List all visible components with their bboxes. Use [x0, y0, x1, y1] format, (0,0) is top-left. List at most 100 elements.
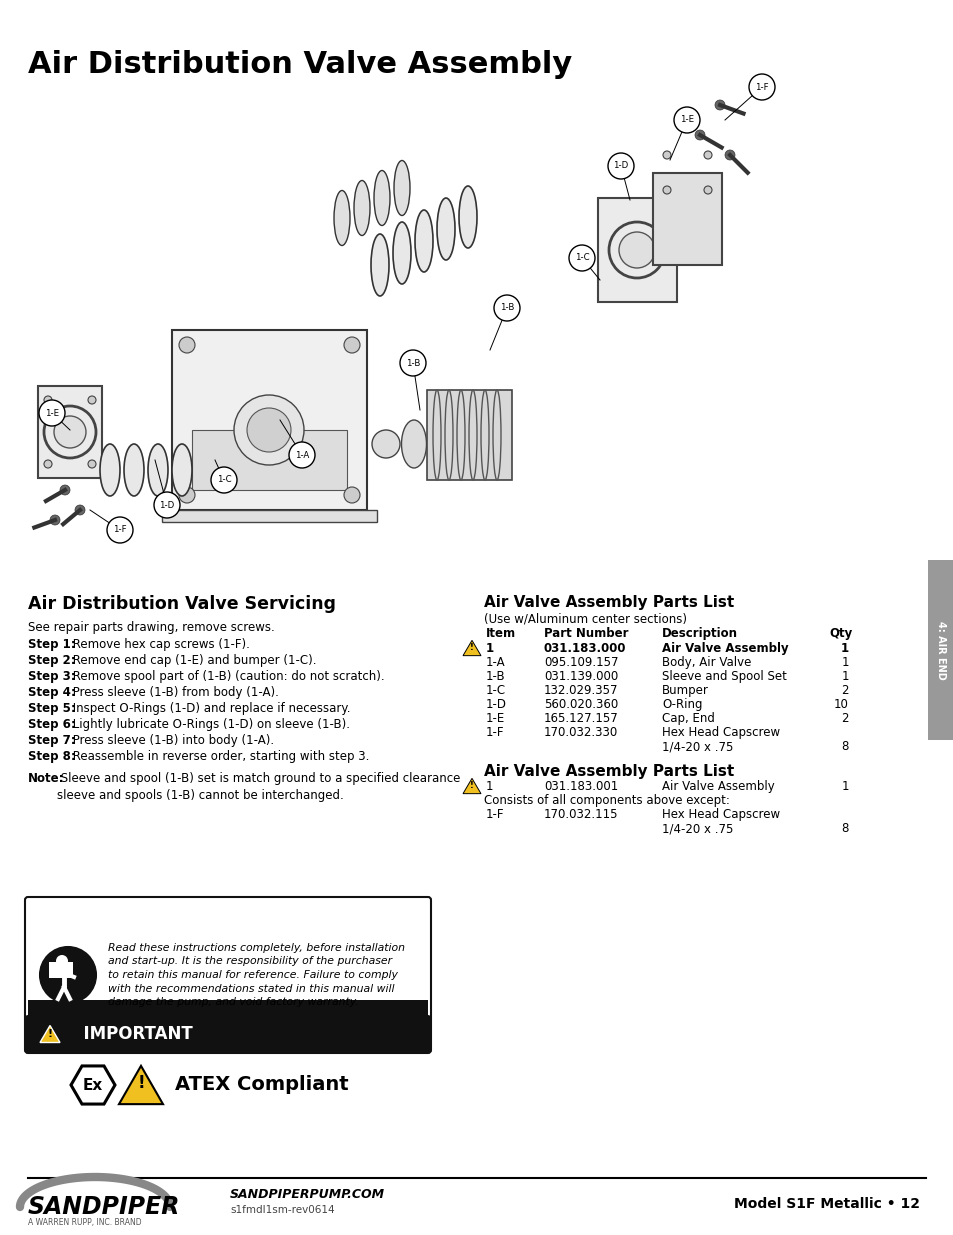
- Circle shape: [107, 517, 132, 543]
- Circle shape: [289, 442, 314, 468]
- Text: 095.109.157: 095.109.157: [543, 656, 618, 669]
- Ellipse shape: [415, 210, 433, 272]
- Text: 1-F: 1-F: [485, 726, 504, 739]
- Ellipse shape: [100, 445, 120, 496]
- Text: 8: 8: [841, 740, 848, 753]
- FancyBboxPatch shape: [25, 897, 431, 1053]
- Text: Press sleeve (1-B) into body (1-A).: Press sleeve (1-B) into body (1-A).: [69, 734, 274, 747]
- Circle shape: [40, 947, 96, 1003]
- Text: 10: 10: [833, 698, 848, 711]
- Text: Air Valve Assembly Parts List: Air Valve Assembly Parts List: [483, 595, 734, 610]
- Ellipse shape: [172, 445, 192, 496]
- Circle shape: [344, 337, 359, 353]
- Text: Step 2:: Step 2:: [28, 655, 75, 667]
- Text: Item: Item: [485, 627, 516, 640]
- Text: Step 5:: Step 5:: [28, 701, 75, 715]
- Text: Description: Description: [661, 627, 738, 640]
- Text: A WARREN RUPP, INC. BRAND: A WARREN RUPP, INC. BRAND: [28, 1218, 141, 1228]
- FancyBboxPatch shape: [49, 962, 73, 978]
- Circle shape: [618, 232, 655, 268]
- Circle shape: [695, 130, 704, 140]
- Circle shape: [75, 505, 85, 515]
- Text: 1: 1: [485, 781, 493, 793]
- Text: 1-F: 1-F: [113, 526, 127, 535]
- Text: Inspect O-Rings (1-D) and replace if necessary.: Inspect O-Rings (1-D) and replace if nec…: [69, 701, 350, 715]
- Text: !: !: [470, 643, 474, 652]
- Text: 1/4-20 x .75: 1/4-20 x .75: [661, 740, 733, 753]
- FancyBboxPatch shape: [162, 510, 376, 522]
- Circle shape: [724, 149, 734, 161]
- Text: Read these instructions completely, before installation
and start-up. It is the : Read these instructions completely, befo…: [108, 942, 405, 1008]
- Text: 1-E: 1-E: [45, 409, 59, 417]
- Text: Model S1F Metallic • 12: Model S1F Metallic • 12: [733, 1197, 919, 1212]
- Text: 170.032.330: 170.032.330: [543, 726, 618, 739]
- Circle shape: [399, 350, 426, 375]
- Text: Sleeve and Spool Set: Sleeve and Spool Set: [661, 671, 786, 683]
- Polygon shape: [462, 641, 480, 656]
- Text: IMPORTANT: IMPORTANT: [71, 1025, 193, 1044]
- Circle shape: [44, 396, 52, 404]
- Ellipse shape: [124, 445, 144, 496]
- Circle shape: [50, 515, 60, 525]
- Text: Air Valve Assembly Parts List: Air Valve Assembly Parts List: [483, 764, 734, 779]
- Text: 1-C: 1-C: [485, 684, 506, 697]
- Text: 1: 1: [841, 781, 848, 793]
- Circle shape: [494, 295, 519, 321]
- Circle shape: [748, 74, 774, 100]
- Ellipse shape: [393, 222, 411, 284]
- Text: 1: 1: [841, 671, 848, 683]
- Circle shape: [54, 416, 86, 448]
- Text: O-Ring: O-Ring: [661, 698, 701, 711]
- Text: 1: 1: [841, 656, 848, 669]
- Text: Step 3:: Step 3:: [28, 671, 75, 683]
- Circle shape: [247, 408, 291, 452]
- Text: Step 6:: Step 6:: [28, 718, 75, 731]
- Polygon shape: [40, 1025, 60, 1042]
- Text: 170.032.115: 170.032.115: [543, 808, 618, 821]
- Text: 1/4-20 x .75: 1/4-20 x .75: [661, 823, 733, 835]
- Text: (Use w/Aluminum center sections): (Use w/Aluminum center sections): [483, 613, 686, 625]
- Text: 132.029.357: 132.029.357: [543, 684, 618, 697]
- Text: SANDPIPERPUMP.COM: SANDPIPERPUMP.COM: [230, 1188, 385, 1200]
- Circle shape: [153, 492, 180, 517]
- Circle shape: [703, 186, 711, 194]
- Ellipse shape: [458, 186, 476, 248]
- Ellipse shape: [394, 161, 410, 215]
- Ellipse shape: [334, 190, 350, 246]
- Text: !: !: [470, 782, 474, 790]
- FancyBboxPatch shape: [598, 198, 677, 303]
- Circle shape: [179, 337, 194, 353]
- Ellipse shape: [372, 430, 399, 458]
- Text: 1-D: 1-D: [613, 162, 628, 170]
- Bar: [28, 1000, 428, 1018]
- Text: Lightly lubricate O-Rings (1-D) on sleeve (1-B).: Lightly lubricate O-Rings (1-D) on sleev…: [69, 718, 349, 731]
- Text: Hex Head Capscrew: Hex Head Capscrew: [661, 726, 780, 739]
- FancyBboxPatch shape: [427, 390, 512, 480]
- Text: 1-B: 1-B: [485, 671, 505, 683]
- Text: 1: 1: [485, 642, 494, 655]
- Ellipse shape: [401, 420, 426, 468]
- Text: 165.127.157: 165.127.157: [543, 713, 618, 725]
- Text: 1-D: 1-D: [159, 500, 174, 510]
- Text: Air Valve Assembly: Air Valve Assembly: [661, 781, 774, 793]
- Text: Step 7:: Step 7:: [28, 734, 75, 747]
- Text: Ex: Ex: [83, 1077, 103, 1093]
- Text: Remove end cap (1-E) and bumper (1-C).: Remove end cap (1-E) and bumper (1-C).: [69, 655, 315, 667]
- Text: 1-A: 1-A: [294, 451, 309, 459]
- Text: 560.020.360: 560.020.360: [543, 698, 618, 711]
- Circle shape: [568, 245, 595, 270]
- FancyBboxPatch shape: [927, 559, 953, 740]
- Text: SANDPIPER: SANDPIPER: [28, 1195, 180, 1219]
- Ellipse shape: [374, 170, 390, 226]
- Circle shape: [88, 459, 96, 468]
- Circle shape: [344, 487, 359, 503]
- Circle shape: [233, 395, 304, 466]
- FancyBboxPatch shape: [652, 173, 721, 266]
- Circle shape: [44, 459, 52, 468]
- Text: 4: AIR END: 4: AIR END: [935, 621, 945, 679]
- Text: Qty: Qty: [828, 627, 851, 640]
- FancyBboxPatch shape: [172, 330, 367, 510]
- FancyBboxPatch shape: [192, 430, 347, 490]
- Text: 1-E: 1-E: [485, 713, 505, 725]
- Ellipse shape: [354, 180, 370, 236]
